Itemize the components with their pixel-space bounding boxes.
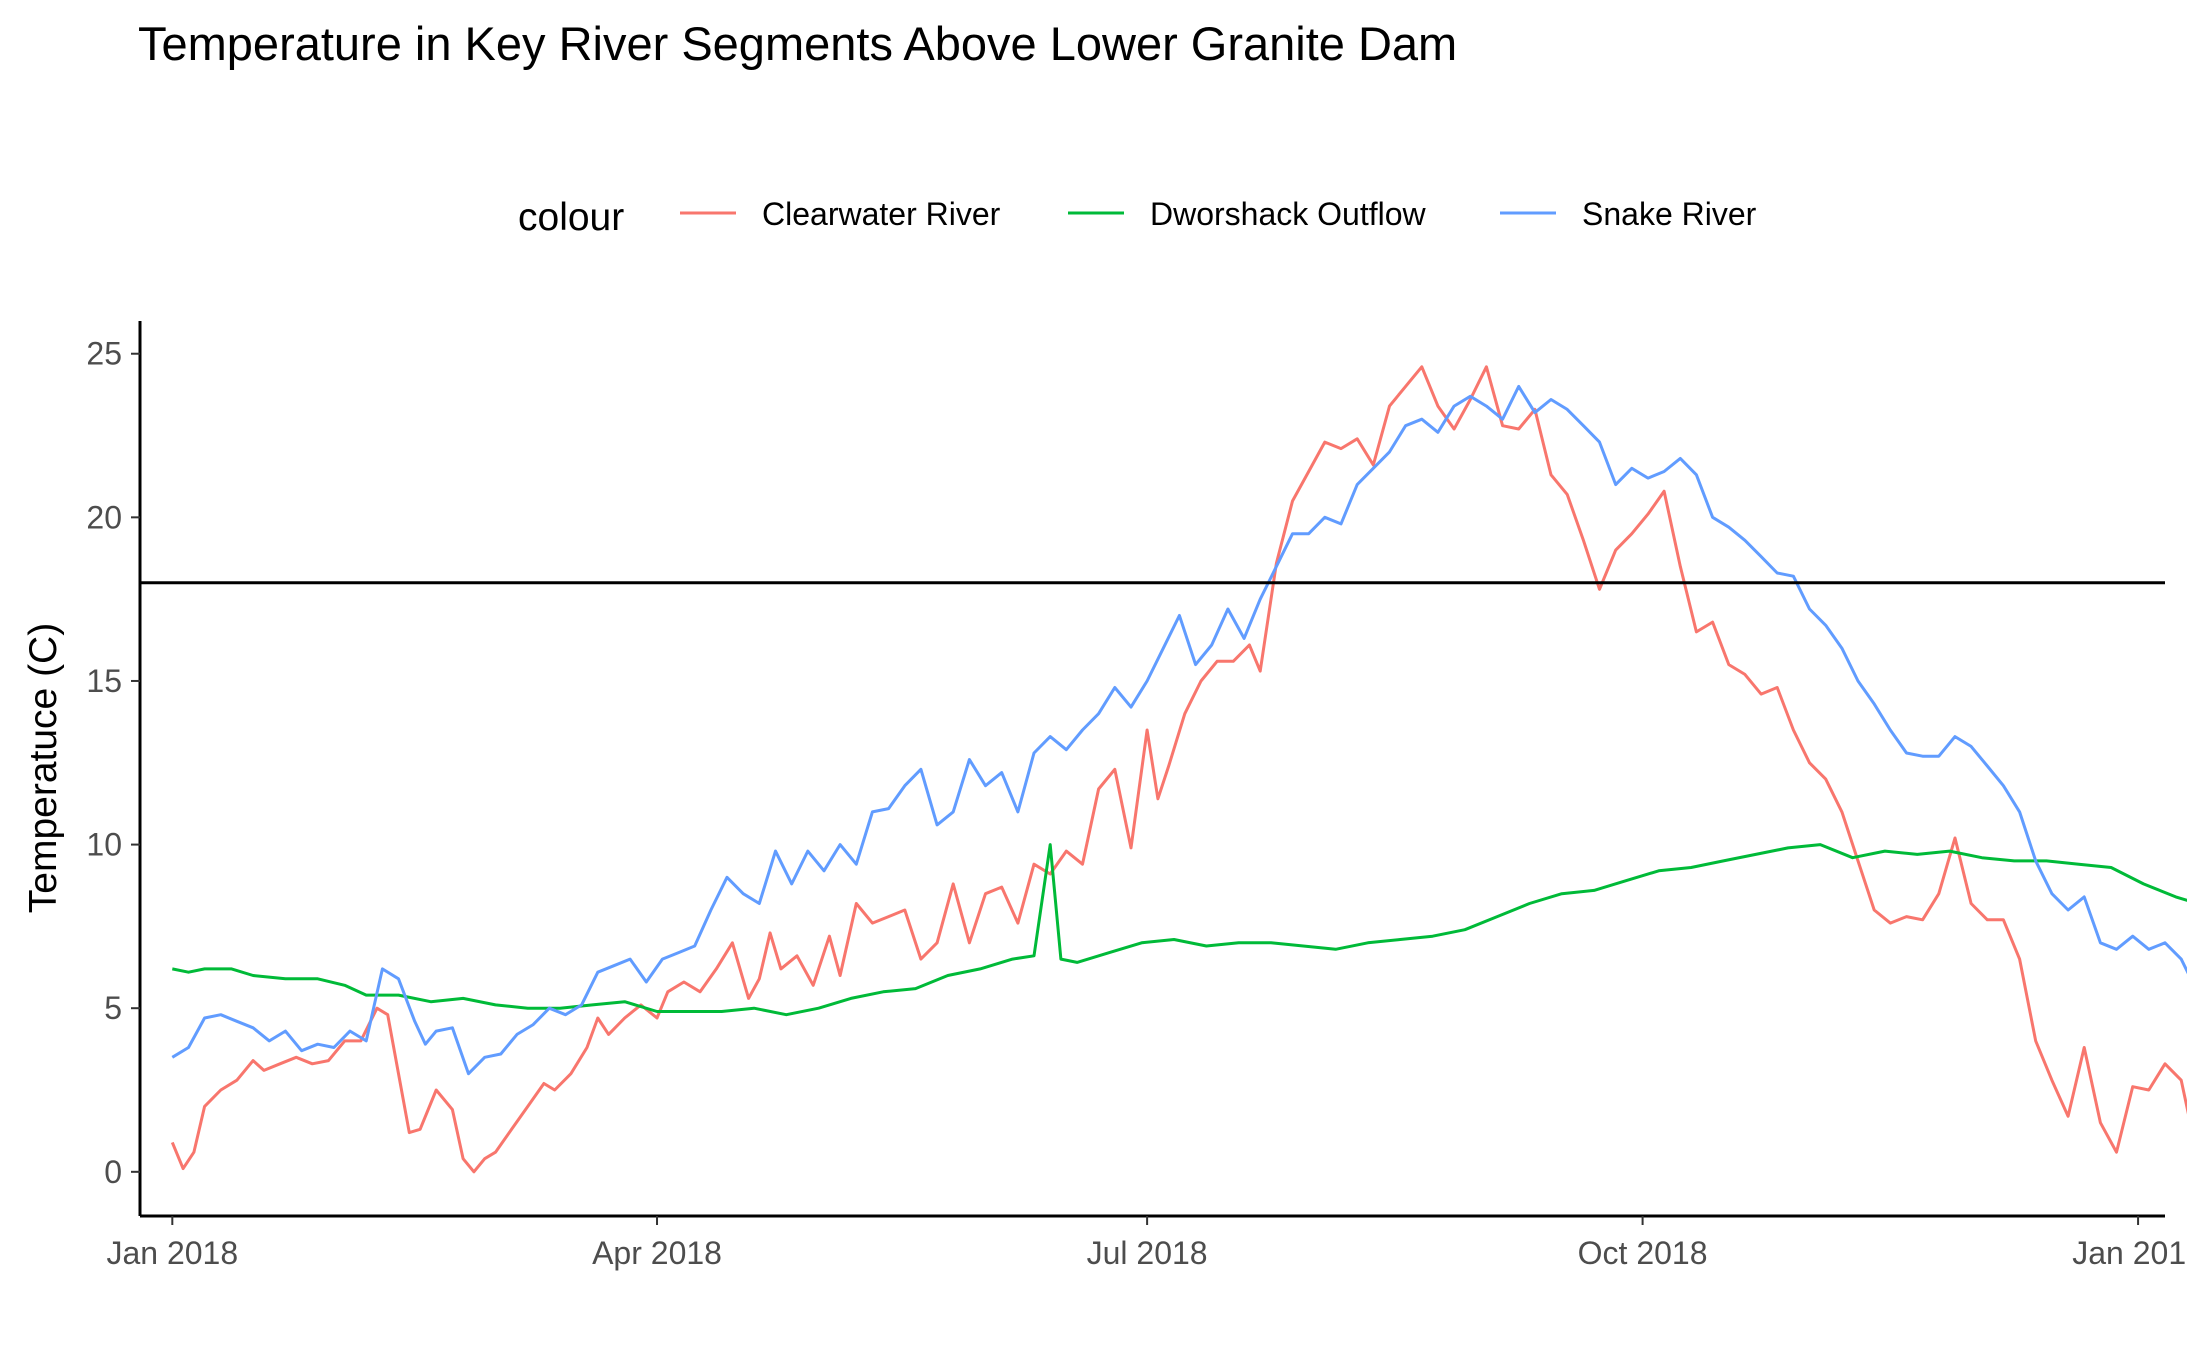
y-tick-label: 10 [86, 827, 122, 863]
legend-items: Clearwater River Dworshack Outflow Snake R… [680, 196, 1757, 232]
x-tick-label: Apr 2018 [592, 1235, 722, 1271]
y-axis-ticks: 0 5 10 15 20 25 [86, 336, 140, 1190]
x-tick-label: Jan 2019 [2072, 1235, 2187, 1271]
legend-label: Clearwater River [762, 196, 1001, 232]
plot-area: 0 5 10 15 20 25 Jan 2018 Apr 2018 Jul 2018 Oct 2… [86, 321, 2187, 1271]
legend-item-clearwater-river: Clearwater River [680, 196, 1001, 232]
legend: colour Clearwater River Dworshack Outflow… [518, 196, 1757, 239]
y-axis-title: Temperatuce (C) [22, 623, 65, 913]
legend-item-snake-river: Snake River [1500, 196, 1757, 232]
x-axis-ticks: Jan 2018 Apr 2018 Jul 2018 Oct 2018 Jan 2019 [106, 1216, 2187, 1271]
series-line-clearwater-river [170, 365, 2187, 1174]
y-tick-label: 25 [86, 336, 122, 372]
legend-item-dworshack-outflow: Dworshack Outflow [1068, 196, 1427, 232]
legend-title: colour [518, 196, 624, 239]
y-tick-label: 20 [86, 499, 122, 535]
legend-label: Snake River [1582, 196, 1757, 232]
y-tick-label: 15 [86, 663, 122, 699]
x-tick-label: Jan 2018 [106, 1235, 238, 1271]
legend-label: Dworshack Outflow [1150, 196, 1427, 232]
series-line-dworshack-outflow [172, 843, 2187, 1017]
series-layer [170, 365, 2187, 1174]
y-tick-label: 5 [104, 990, 122, 1026]
y-tick-label: 0 [104, 1154, 122, 1190]
chart-title: Temperature in Key River Segments Above … [138, 17, 1457, 70]
x-tick-label: Jul 2018 [1087, 1235, 1208, 1271]
x-tick-label: Oct 2018 [1578, 1235, 1708, 1271]
